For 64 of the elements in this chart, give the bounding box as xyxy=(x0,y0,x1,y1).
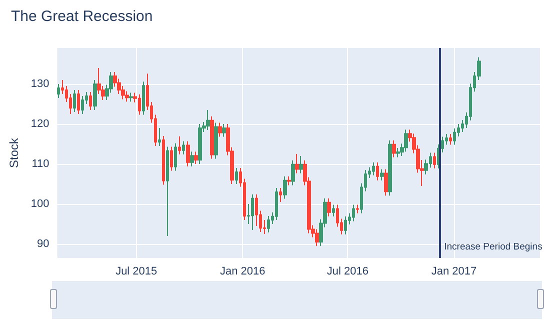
candlestick xyxy=(235,168,238,184)
x-tick-label: Jul 2015 xyxy=(116,266,158,278)
candlestick xyxy=(186,140,190,167)
y-tick-label: 90 xyxy=(37,238,50,250)
candlestick xyxy=(81,96,84,114)
candlestick xyxy=(327,198,331,217)
candlestick xyxy=(93,80,97,110)
candlestick xyxy=(194,151,198,164)
candlestick xyxy=(275,188,278,220)
candlestick xyxy=(291,160,295,186)
candlestick xyxy=(344,216,347,235)
candlestick xyxy=(129,92,133,102)
candlestick xyxy=(332,204,335,217)
candlestick xyxy=(356,204,359,214)
candlestick xyxy=(287,176,291,186)
candlestick xyxy=(453,128,456,146)
x-tick-label: Jul 2016 xyxy=(326,266,369,278)
candlestick xyxy=(376,162,379,181)
candlestick xyxy=(89,92,92,110)
candlestick xyxy=(295,154,299,174)
candlestick xyxy=(190,151,194,167)
candlestick xyxy=(441,136,444,153)
candlestick xyxy=(73,90,76,112)
candlestick xyxy=(380,168,384,181)
candlestick xyxy=(251,194,254,230)
candlestick xyxy=(182,140,185,155)
candlestick xyxy=(218,122,222,138)
candlestick xyxy=(283,176,287,200)
candlestick xyxy=(198,124,202,164)
ref-line-label: Increase Period Begins xyxy=(444,242,543,252)
candlestick xyxy=(174,142,177,172)
candlestick xyxy=(372,162,375,176)
candlestick xyxy=(214,122,218,160)
candlestick xyxy=(210,116,214,160)
y-tick-label: 100 xyxy=(30,198,50,210)
candlestick xyxy=(279,188,282,202)
candlestick xyxy=(158,128,161,146)
x-tick-label: Jan 2017 xyxy=(431,266,477,278)
candlestick xyxy=(315,228,319,246)
candlestick xyxy=(222,124,226,138)
x-tick-label: Jan 2016 xyxy=(220,266,266,278)
chart-title: The Great Recession xyxy=(11,8,153,25)
candlestick xyxy=(178,136,181,155)
y-axis-title: Stock xyxy=(7,136,21,168)
candlestick xyxy=(352,204,355,222)
candlestick xyxy=(392,140,396,158)
candlestick xyxy=(267,216,270,233)
candlestick xyxy=(142,81,145,116)
y-tick-label: 130 xyxy=(30,78,50,90)
candlestick xyxy=(170,146,173,172)
candlestick xyxy=(449,134,452,146)
candlestick xyxy=(396,148,400,158)
candlestick xyxy=(162,136,165,186)
candlestick xyxy=(388,140,392,196)
candlestick xyxy=(299,156,303,174)
candlestick xyxy=(404,129,408,152)
candlestick xyxy=(166,146,169,236)
y-tick-label: 120 xyxy=(30,118,50,130)
candlestick xyxy=(57,84,60,98)
y-tick-label: 110 xyxy=(32,158,50,170)
candlestick xyxy=(206,110,210,130)
candlestick xyxy=(77,90,80,114)
candlestick xyxy=(384,168,388,196)
candlestick xyxy=(433,152,436,169)
